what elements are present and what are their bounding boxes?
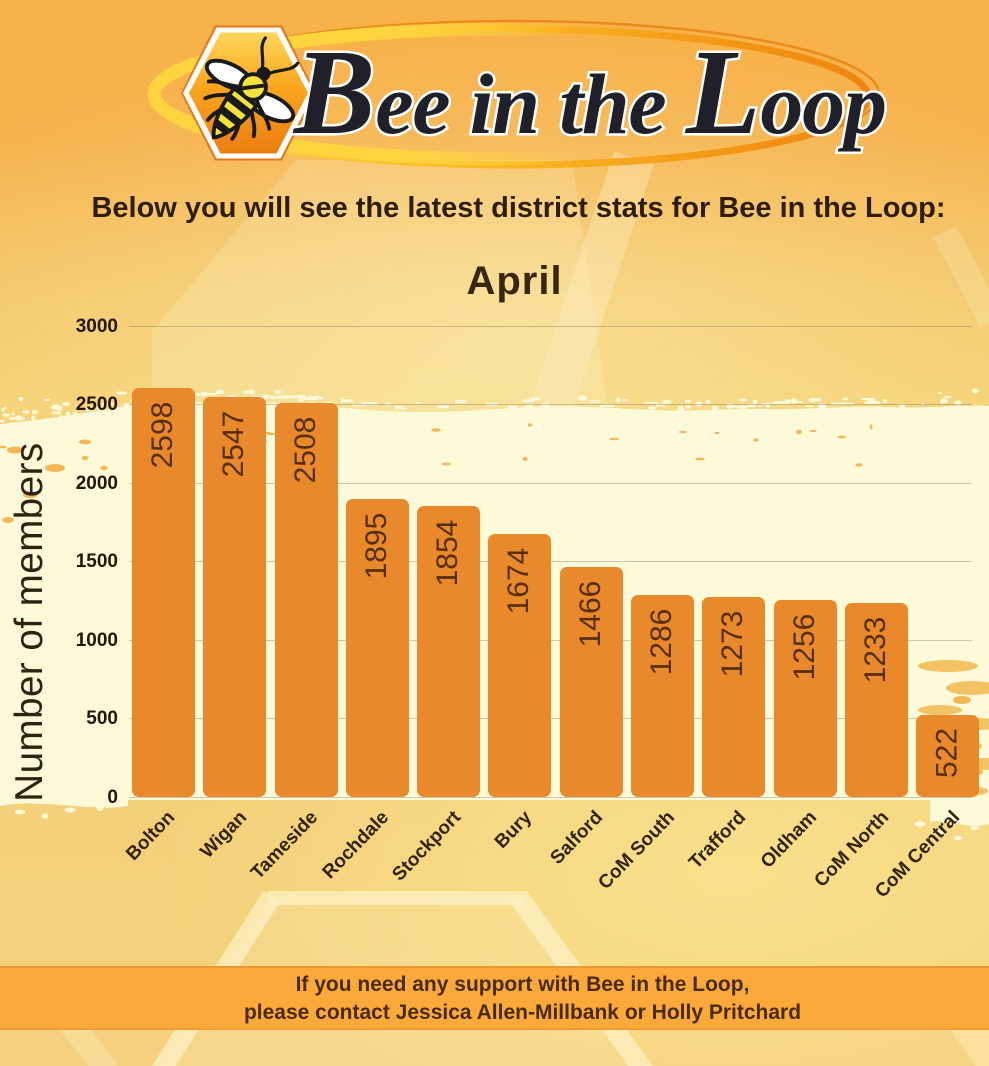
- svg-text:Bee in the Loop: Bee in the Loop: [292, 25, 886, 160]
